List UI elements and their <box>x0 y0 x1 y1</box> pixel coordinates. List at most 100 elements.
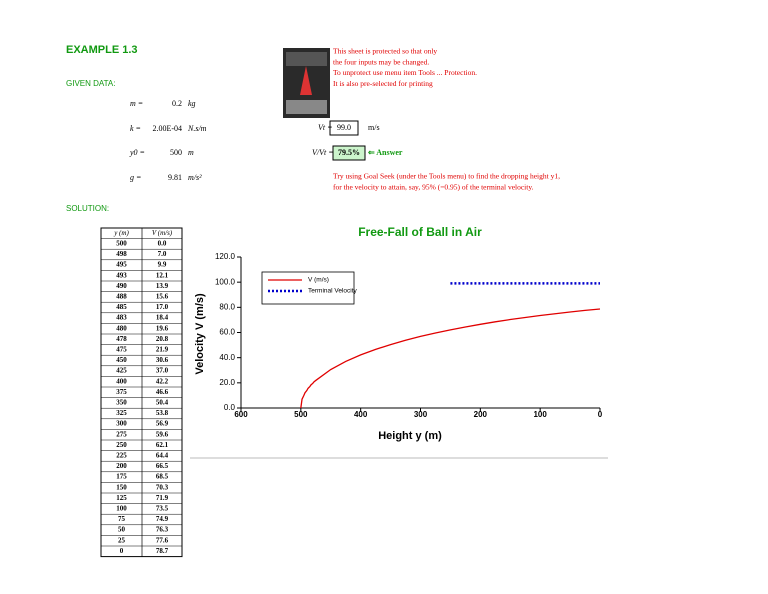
table-cell: 21.9 <box>156 346 169 354</box>
table-cell: 495 <box>116 261 127 269</box>
table-cell: 0.0 <box>158 240 167 248</box>
table-cell: 7.0 <box>158 250 167 258</box>
y-tick-label: 20.0 <box>219 378 235 387</box>
note: for the velocity to attain, say, 95% (=0… <box>333 182 534 191</box>
table-cell: 75 <box>118 515 126 523</box>
y-tick-label: 80.0 <box>219 302 235 311</box>
y-tick-label: 120.0 <box>215 252 236 261</box>
table-cell: 500 <box>116 240 127 248</box>
table-cell: 12.1 <box>156 271 169 279</box>
x-tick-label: 500 <box>294 410 308 419</box>
given-label: GIVEN DATA: <box>66 79 116 88</box>
table-cell: 485 <box>116 303 127 311</box>
x-tick-label: 0 <box>598 410 603 419</box>
table-cell: 59.6 <box>156 430 169 438</box>
table-cell: 15.6 <box>156 293 169 301</box>
table-cell: 70.3 <box>156 483 169 491</box>
note: the four inputs may be changed. <box>333 57 429 66</box>
table-cell: 350 <box>116 399 127 407</box>
table-cell: 425 <box>116 367 127 375</box>
table-cell: 300 <box>116 420 127 428</box>
table-cell: 46.6 <box>156 388 169 396</box>
ratio-label: V/Vt = <box>312 148 334 157</box>
table-cell: 71.9 <box>156 494 169 502</box>
table-cell: 175 <box>116 473 127 481</box>
table-cell: 150 <box>116 483 127 491</box>
table-cell: 488 <box>116 293 127 301</box>
table-cell: 73.5 <box>156 505 169 513</box>
x-tick-label: 100 <box>533 410 547 419</box>
table-header: V (m/s) <box>152 229 173 237</box>
input-label: m = <box>130 99 143 108</box>
legend-label: Terminal Velocity <box>308 288 358 295</box>
answer-box <box>332 145 366 161</box>
table-cell: 50 <box>118 526 126 534</box>
table-cell: 68.5 <box>156 473 169 481</box>
table-cell: 483 <box>116 314 127 322</box>
table-cell: 74.9 <box>156 515 169 523</box>
input-value: 0.2 <box>172 99 182 108</box>
table-cell: 275 <box>116 430 127 438</box>
table-cell: 225 <box>116 452 127 460</box>
table-cell: 42.2 <box>156 377 169 385</box>
table-cell: 475 <box>116 346 127 354</box>
table-cell: 77.6 <box>156 536 169 544</box>
table-cell: 498 <box>116 250 127 258</box>
table-cell: 450 <box>116 356 127 364</box>
x-tick-label: 600 <box>234 410 248 419</box>
book-image <box>283 48 330 118</box>
table-cell: 50.4 <box>156 399 169 407</box>
input-value: 500 <box>170 148 182 157</box>
y-tick-label: 0.0 <box>224 403 236 412</box>
table-cell: 37.0 <box>156 367 169 375</box>
input-box <box>329 120 359 136</box>
legend-label: V (m/s) <box>308 277 329 284</box>
table-cell: 78.7 <box>156 547 169 555</box>
ratio-value: 79.5% <box>338 148 360 157</box>
solution-label: SOLUTION: <box>66 204 109 213</box>
y-tick-label: 60.0 <box>219 328 235 337</box>
answer-label: ⇐ Answer <box>368 148 403 157</box>
y-tick-label: 40.0 <box>219 353 235 362</box>
table-cell: 200 <box>116 462 127 470</box>
input-unit: m <box>188 148 194 157</box>
input-value: 2.00E-04 <box>152 124 182 133</box>
table-cell: 25 <box>118 536 126 544</box>
table-cell: 125 <box>116 494 127 502</box>
series-line <box>300 308 601 409</box>
x-tick-label: 200 <box>474 410 488 419</box>
vt-value: 99.0 <box>337 123 351 132</box>
table-cell: 66.5 <box>156 462 169 470</box>
input-unit: m/s² <box>188 173 202 182</box>
table-cell: 100 <box>116 505 127 513</box>
note: Try using Goal Seek (under the Tools men… <box>333 172 560 181</box>
table-cell: 20.8 <box>156 335 169 343</box>
table-cell: 53.8 <box>156 409 169 417</box>
table-cell: 400 <box>116 377 127 385</box>
table-cell: 18.4 <box>156 314 169 322</box>
table-cell: 375 <box>116 388 127 396</box>
table-cell: 250 <box>116 441 127 449</box>
input-unit: kg <box>188 99 196 108</box>
chart-title: Free-Fall of Ball in Air <box>358 225 482 239</box>
table-cell: 13.9 <box>156 282 169 290</box>
table-cell: 62.1 <box>156 441 169 449</box>
title: EXAMPLE 1.3 <box>66 44 138 56</box>
table-cell: 490 <box>116 282 127 290</box>
note: This sheet is protected so that only <box>333 47 437 56</box>
vt-label: Vt = <box>318 123 333 132</box>
table-cell: 480 <box>116 324 127 332</box>
y-axis-label: Velocity V (m/s) <box>194 293 206 375</box>
x-axis-label: Height y (m) <box>378 430 442 442</box>
table-cell: 493 <box>116 271 127 279</box>
legend-box <box>261 271 355 305</box>
y-tick-label: 100.0 <box>215 277 236 286</box>
table-cell: 478 <box>116 335 127 343</box>
table-cell: 325 <box>116 409 127 417</box>
table-cell: 19.6 <box>156 324 169 332</box>
table-cell: 0 <box>120 547 124 555</box>
table-cell: 17.0 <box>156 303 169 311</box>
x-tick-label: 300 <box>414 410 428 419</box>
note: It is also pre-selected for printing <box>333 79 433 88</box>
